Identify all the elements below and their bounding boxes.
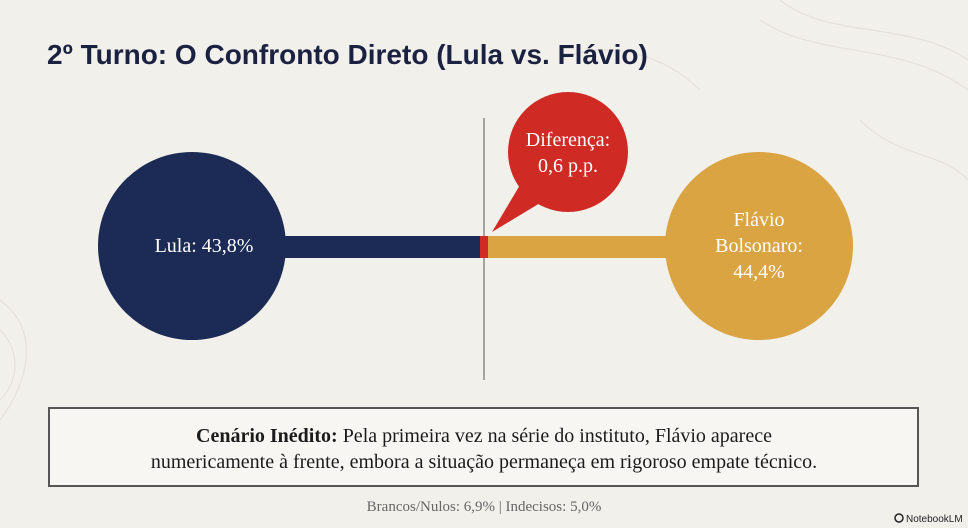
flavio-label-line: 44,4% bbox=[733, 261, 785, 283]
note-text: Pela primeira vez na série do instituto,… bbox=[343, 425, 772, 447]
brand-icon bbox=[894, 513, 904, 523]
callout-line: 0,6 p.p. bbox=[538, 155, 598, 177]
note-heading: Cenário Inédito: bbox=[196, 425, 338, 447]
flavio-label-line: Flávio bbox=[733, 209, 784, 231]
callout-line: Diferença: bbox=[526, 129, 610, 151]
flavio-circle bbox=[665, 152, 853, 340]
flavio-label-line: Bolsonaro: bbox=[715, 235, 803, 257]
title: 2º Turno: O Confronto Direto (Lula vs. F… bbox=[47, 39, 648, 70]
lula-label: Lula: 43,8% bbox=[155, 235, 254, 257]
flavio-label: Flávio Bolsonaro: 44,4% bbox=[715, 209, 803, 283]
lula-bar bbox=[250, 236, 480, 258]
brand: NotebookLM bbox=[906, 514, 963, 525]
flavio-bar bbox=[488, 236, 698, 258]
lula-circle bbox=[98, 152, 286, 340]
callout-circle bbox=[508, 92, 628, 212]
footer: Brancos/Nulos: 6,9% | Indecisos: 5,0% bbox=[367, 499, 602, 515]
note-line: Cenário Inédito: Pela primeira vez na sé… bbox=[196, 425, 772, 447]
topo-lines bbox=[0, 0, 968, 421]
gap-bar bbox=[480, 236, 488, 258]
note-box bbox=[48, 407, 919, 487]
note-line: numericamente à frente, embora a situaçã… bbox=[151, 451, 817, 473]
